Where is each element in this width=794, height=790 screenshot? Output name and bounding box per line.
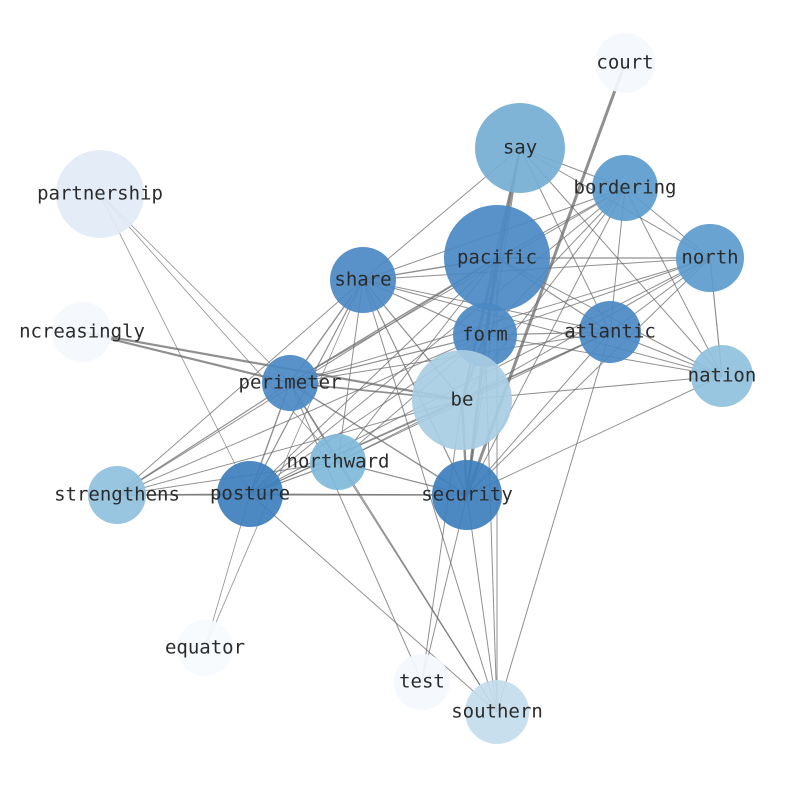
graph-node-atlantic[interactable]: [579, 301, 641, 363]
graph-node-share[interactable]: [330, 247, 396, 313]
graph-node-bordering[interactable]: [592, 155, 658, 221]
graph-edge: [99, 193, 251, 495]
graph-edge: [204, 279, 364, 649]
graph-edge: [519, 147, 723, 377]
graph-edge: [116, 279, 364, 496]
graph-node-northward[interactable]: [310, 434, 366, 490]
graph-edge: [289, 382, 423, 683]
graph-edge: [249, 187, 626, 495]
graph-edge: [99, 193, 291, 384]
graph-node-say[interactable]: [475, 103, 565, 193]
graph-node-test[interactable]: [394, 654, 450, 710]
graph-node-increasingly[interactable]: [52, 302, 112, 362]
node-layer: [52, 33, 753, 744]
graph-edge: [466, 375, 723, 496]
graph-edge: [466, 187, 626, 496]
graph-edge: [116, 334, 486, 496]
graph-edge: [249, 493, 498, 713]
graph-edge: [466, 257, 711, 496]
graph-edge: [80, 330, 292, 385]
graph-edge: [496, 331, 611, 713]
graph-edge: [624, 187, 723, 377]
graph-node-court[interactable]: [595, 33, 655, 93]
graph-edge: [466, 331, 611, 496]
graph-edge: [116, 399, 463, 496]
graph-edge: [116, 382, 291, 496]
graph-node-be[interactable]: [412, 350, 512, 450]
graph-node-posture[interactable]: [217, 461, 283, 527]
graph-node-nation[interactable]: [691, 345, 753, 407]
graph-node-equator[interactable]: [177, 620, 233, 676]
graph-node-north[interactable]: [676, 224, 744, 292]
graph-node-partnership[interactable]: [56, 150, 144, 238]
graph-edge: [362, 279, 498, 713]
graph-edge: [362, 279, 723, 377]
graph-node-southern[interactable]: [465, 680, 529, 744]
graph-edge: [249, 257, 498, 495]
graph-node-security[interactable]: [432, 460, 502, 530]
graph-edge: [99, 193, 339, 463]
graph-edge: [466, 494, 498, 713]
graph-node-pacific[interactable]: [444, 205, 550, 311]
graph-edge: [337, 461, 498, 713]
graph-node-perimeter[interactable]: [262, 355, 318, 411]
graph-node-strengthens[interactable]: [88, 466, 146, 524]
